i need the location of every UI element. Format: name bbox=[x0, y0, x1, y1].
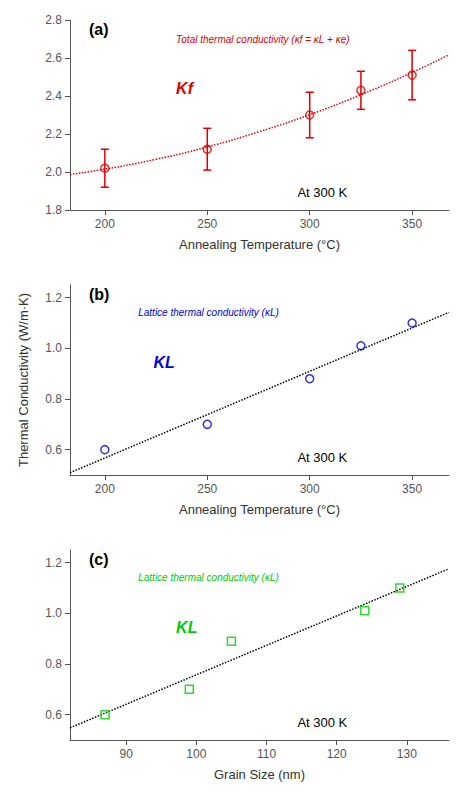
svg-text:200: 200 bbox=[95, 482, 115, 496]
svg-text:1.0: 1.0 bbox=[45, 341, 62, 355]
svg-text:At 300 K: At 300 K bbox=[297, 450, 347, 465]
svg-text:300: 300 bbox=[300, 482, 320, 496]
svg-text:At 300 K: At 300 K bbox=[297, 185, 347, 200]
svg-text:Kf: Kf bbox=[176, 80, 195, 97]
svg-text:1.0: 1.0 bbox=[45, 606, 62, 620]
svg-text:120: 120 bbox=[327, 747, 347, 761]
svg-text:2.8: 2.8 bbox=[45, 13, 62, 27]
svg-text:130: 130 bbox=[397, 747, 417, 761]
svg-text:1.8: 1.8 bbox=[45, 203, 62, 217]
svg-text:0.6: 0.6 bbox=[45, 708, 62, 722]
svg-text:(c): (c) bbox=[89, 551, 109, 568]
svg-text:Lattice thermal conductivity (: Lattice thermal conductivity (κL) bbox=[138, 307, 279, 318]
svg-text:300: 300 bbox=[300, 217, 320, 231]
svg-text:0.6: 0.6 bbox=[45, 443, 62, 457]
svg-text:Grain Size (nm): Grain Size (nm) bbox=[214, 767, 305, 782]
svg-text:1.2: 1.2 bbox=[45, 556, 62, 570]
svg-text:2.6: 2.6 bbox=[45, 51, 62, 65]
svg-text:250: 250 bbox=[197, 217, 217, 231]
svg-text:KL: KL bbox=[176, 619, 197, 636]
svg-text:350: 350 bbox=[402, 482, 422, 496]
svg-text:Lattice thermal conductivity (: Lattice thermal conductivity (κL) bbox=[138, 572, 279, 583]
svg-text:At 300 K: At 300 K bbox=[297, 715, 347, 730]
svg-text:0.8: 0.8 bbox=[45, 392, 62, 406]
svg-text:100: 100 bbox=[186, 747, 206, 761]
svg-text:110: 110 bbox=[257, 747, 276, 761]
svg-text:Annealing Temperature (°C): Annealing Temperature (°C) bbox=[179, 502, 340, 517]
svg-text:(b): (b) bbox=[89, 286, 109, 303]
svg-text:Total thermal conductivity (κf: Total thermal conductivity (κf = κL + κe… bbox=[176, 34, 349, 45]
svg-text:0.8: 0.8 bbox=[45, 657, 62, 671]
svg-text:2.0: 2.0 bbox=[45, 165, 62, 179]
svg-text:Annealing Temperature (°C): Annealing Temperature (°C) bbox=[179, 237, 340, 252]
svg-text:250: 250 bbox=[197, 482, 217, 496]
svg-text:Thermal Conductivity (W/m·K): Thermal Conductivity (W/m·K) bbox=[16, 293, 31, 467]
svg-text:200: 200 bbox=[95, 217, 115, 231]
svg-text:1.2: 1.2 bbox=[45, 291, 62, 305]
svg-text:90: 90 bbox=[119, 747, 133, 761]
svg-text:350: 350 bbox=[402, 217, 422, 231]
svg-text:(a): (a) bbox=[89, 21, 109, 38]
svg-text:KL: KL bbox=[153, 354, 174, 371]
svg-text:2.4: 2.4 bbox=[45, 89, 62, 103]
svg-text:2.2: 2.2 bbox=[45, 127, 62, 141]
